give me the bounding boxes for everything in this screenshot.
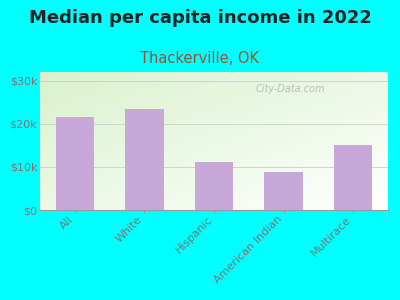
Bar: [56, 117, 94, 210]
Bar: [264, 172, 303, 210]
Bar: [125, 109, 164, 210]
Text: Thackerville, OK: Thackerville, OK: [140, 51, 260, 66]
Text: City-Data.com: City-Data.com: [256, 84, 325, 94]
Bar: [195, 162, 233, 210]
Text: Median per capita income in 2022: Median per capita income in 2022: [28, 9, 372, 27]
Bar: [334, 145, 372, 210]
